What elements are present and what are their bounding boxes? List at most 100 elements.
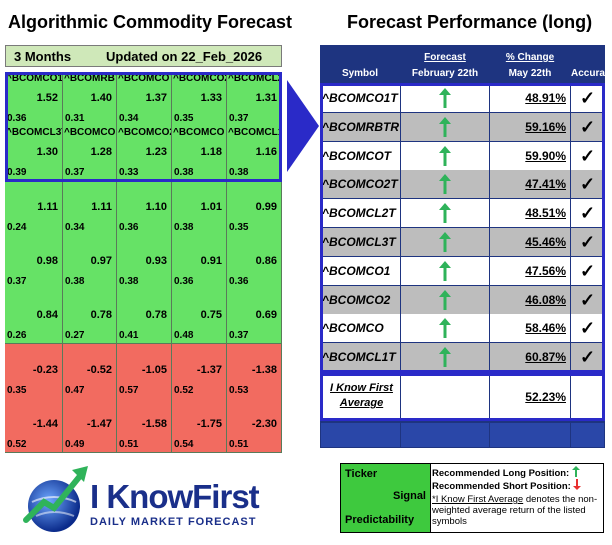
legend-note: denotes the non-weighted average return … — [432, 494, 598, 527]
heatmap-cell: -1.58 0.51 — [117, 397, 172, 453]
cell-signal: 1.40 — [90, 92, 112, 104]
legend: Ticker Signal Predictability Recommended… — [340, 463, 604, 533]
heatmap-cell: ^BCOMCOT 1.37 0.34 — [117, 72, 172, 127]
cell-predictability: 0.47 — [65, 384, 85, 396]
row-symbol: ^BCOMCL3T — [321, 228, 400, 256]
row-accuracy-check-icon: ✓ — [571, 170, 604, 199]
legend-notes: Recommended Long Position: Recommended S… — [432, 466, 601, 527]
right-title: Forecast Performance (long) — [347, 12, 593, 32]
cell-signal: 0.91 — [200, 254, 222, 267]
up-arrow-icon — [439, 145, 451, 166]
cell-signal: 0.78 — [90, 309, 112, 322]
row-forecast — [401, 84, 489, 112]
cell-predictability: 0.52 — [174, 384, 194, 396]
cell-predictability: 0.36 — [7, 113, 27, 124]
row-accuracy-check-icon: ✓ — [571, 84, 604, 112]
legend-signal: Signal — [392, 490, 426, 502]
heatmap-cell: 0.93 0.38 — [117, 234, 172, 290]
up-arrow-icon — [571, 466, 580, 477]
cell-signal: 0.99 — [255, 200, 277, 213]
period-label: 3 Months — [14, 49, 72, 64]
performance-row: ^BCOMCO1 47.56% ✓ — [320, 256, 605, 286]
cell-signal: -1.05 — [141, 363, 167, 376]
row-change: 47.41% — [490, 170, 570, 199]
row-forecast — [401, 343, 489, 372]
down-arrow-icon — [573, 479, 582, 490]
heatmap-cell: ^BCOMCO1T 1.52 0.36 — [5, 72, 63, 127]
performance-row: ^BCOMCO2 46.08% ✓ — [320, 285, 605, 315]
cell-signal: 0.86 — [255, 254, 277, 267]
performance-row: ^BCOMCOT 59.90% ✓ — [320, 141, 605, 171]
cell-predictability: 0.37 — [229, 330, 249, 342]
row-forecast — [401, 228, 489, 256]
heatmap-cell: -1.38 0.53 — [227, 343, 282, 399]
cell-signal: 0.69 — [255, 309, 277, 322]
cell-ticker: ^BCOMRBTR — [64, 73, 116, 84]
legend-predictability: Predictability — [345, 514, 415, 526]
heatmap-cell: 1.10 0.36 — [117, 180, 172, 236]
row-accuracy-check-icon: ✓ — [571, 228, 604, 256]
heatmap-cell: -0.52 0.47 — [63, 343, 117, 399]
row-change: 59.90% — [490, 141, 570, 170]
row-accuracy-check-icon: ✓ — [571, 256, 604, 285]
cell-predictability: 0.36 — [229, 275, 249, 287]
cell-signal: -0.52 — [86, 363, 112, 376]
average-value-cell: 52.23% — [490, 376, 570, 418]
row-accuracy-check-icon: ✓ — [571, 343, 604, 372]
up-arrow-icon — [439, 260, 451, 281]
cell-signal: -0.23 — [32, 363, 58, 376]
cell-predictability: 0.53 — [229, 384, 249, 396]
heatmap-cell: 1.01 0.38 — [172, 180, 227, 236]
row-forecast — [401, 141, 489, 170]
cell-signal: 0.97 — [90, 254, 112, 267]
row-change: 48.51% — [490, 199, 570, 228]
heatmap-cell: -1.37 0.52 — [172, 343, 227, 399]
cell-ticker: ^BCOMCO1T — [6, 73, 62, 84]
row-accuracy-check-icon: ✓ — [571, 141, 604, 170]
cell-ticker: ^BCOMCO — [173, 127, 225, 139]
col-forecast: Forecast — [424, 52, 466, 63]
cell-signal: 0.75 — [200, 309, 222, 322]
row-forecast — [401, 112, 489, 141]
row-accuracy-check-icon: ✓ — [571, 314, 604, 343]
cell-signal: 1.11 — [91, 200, 112, 213]
heatmap-cell: ^BCOMCO1 1.28 0.37 — [63, 126, 117, 182]
cell-predictability: 0.35 — [7, 384, 27, 396]
updated-label: Updated on 22_Feb_2026 — [106, 49, 263, 64]
cell-signal: -1.38 — [251, 363, 277, 376]
logo-brand: I KnowFirst — [90, 478, 260, 515]
cell-signal: 1.52 — [36, 92, 58, 104]
performance-row: ^BCOMRBTR 59.16% ✓ — [320, 112, 605, 142]
forecast-header: 3 Months Updated on 22_Feb_2026 — [5, 45, 282, 67]
row-change: 60.87% — [490, 343, 570, 372]
left-title: Algorithmic Commodity Forecast — [8, 12, 293, 32]
row-forecast — [401, 199, 489, 228]
average-accuracy-cell — [571, 376, 602, 418]
cell-predictability: 0.51 — [119, 438, 139, 450]
row-symbol: ^BCOMCL2T — [321, 199, 400, 228]
row-accuracy-check-icon: ✓ — [571, 285, 604, 314]
col-change: % Change — [505, 52, 555, 63]
cell-signal: 1.31 — [255, 92, 277, 104]
heatmap-cell: ^BCOMCL1T 1.16 0.38 — [227, 126, 282, 182]
row-symbol: ^BCOMCL1T — [321, 343, 400, 372]
row-symbol: ^BCOMCO — [321, 314, 400, 343]
row-change: 58.46% — [490, 314, 570, 343]
up-arrow-icon — [439, 232, 451, 252]
cell-signal: 1.18 — [200, 146, 222, 159]
cell-signal: -1.47 — [86, 417, 112, 430]
cell-signal: -1.37 — [196, 363, 222, 376]
heatmap-cell: 0.98 0.37 — [5, 234, 63, 290]
logo-tagline: DAILY MARKET FORECAST — [90, 516, 257, 528]
performance-row: ^BCOMCO1T 48.91% ✓ — [320, 84, 605, 113]
cell-signal: 1.16 — [255, 146, 277, 159]
cell-predictability: 0.31 — [65, 113, 85, 124]
legend-ticker: Ticker — [345, 468, 378, 480]
cell-signal: -1.44 — [32, 417, 58, 430]
heatmap-cell: -1.44 0.52 — [5, 397, 63, 453]
col-symbol: Symbol — [341, 68, 379, 79]
up-arrow-icon — [439, 203, 451, 224]
row-forecast — [401, 170, 489, 199]
legend-note-link: *I Know First Average — [432, 494, 524, 505]
cell-predictability: 0.36 — [174, 275, 194, 287]
